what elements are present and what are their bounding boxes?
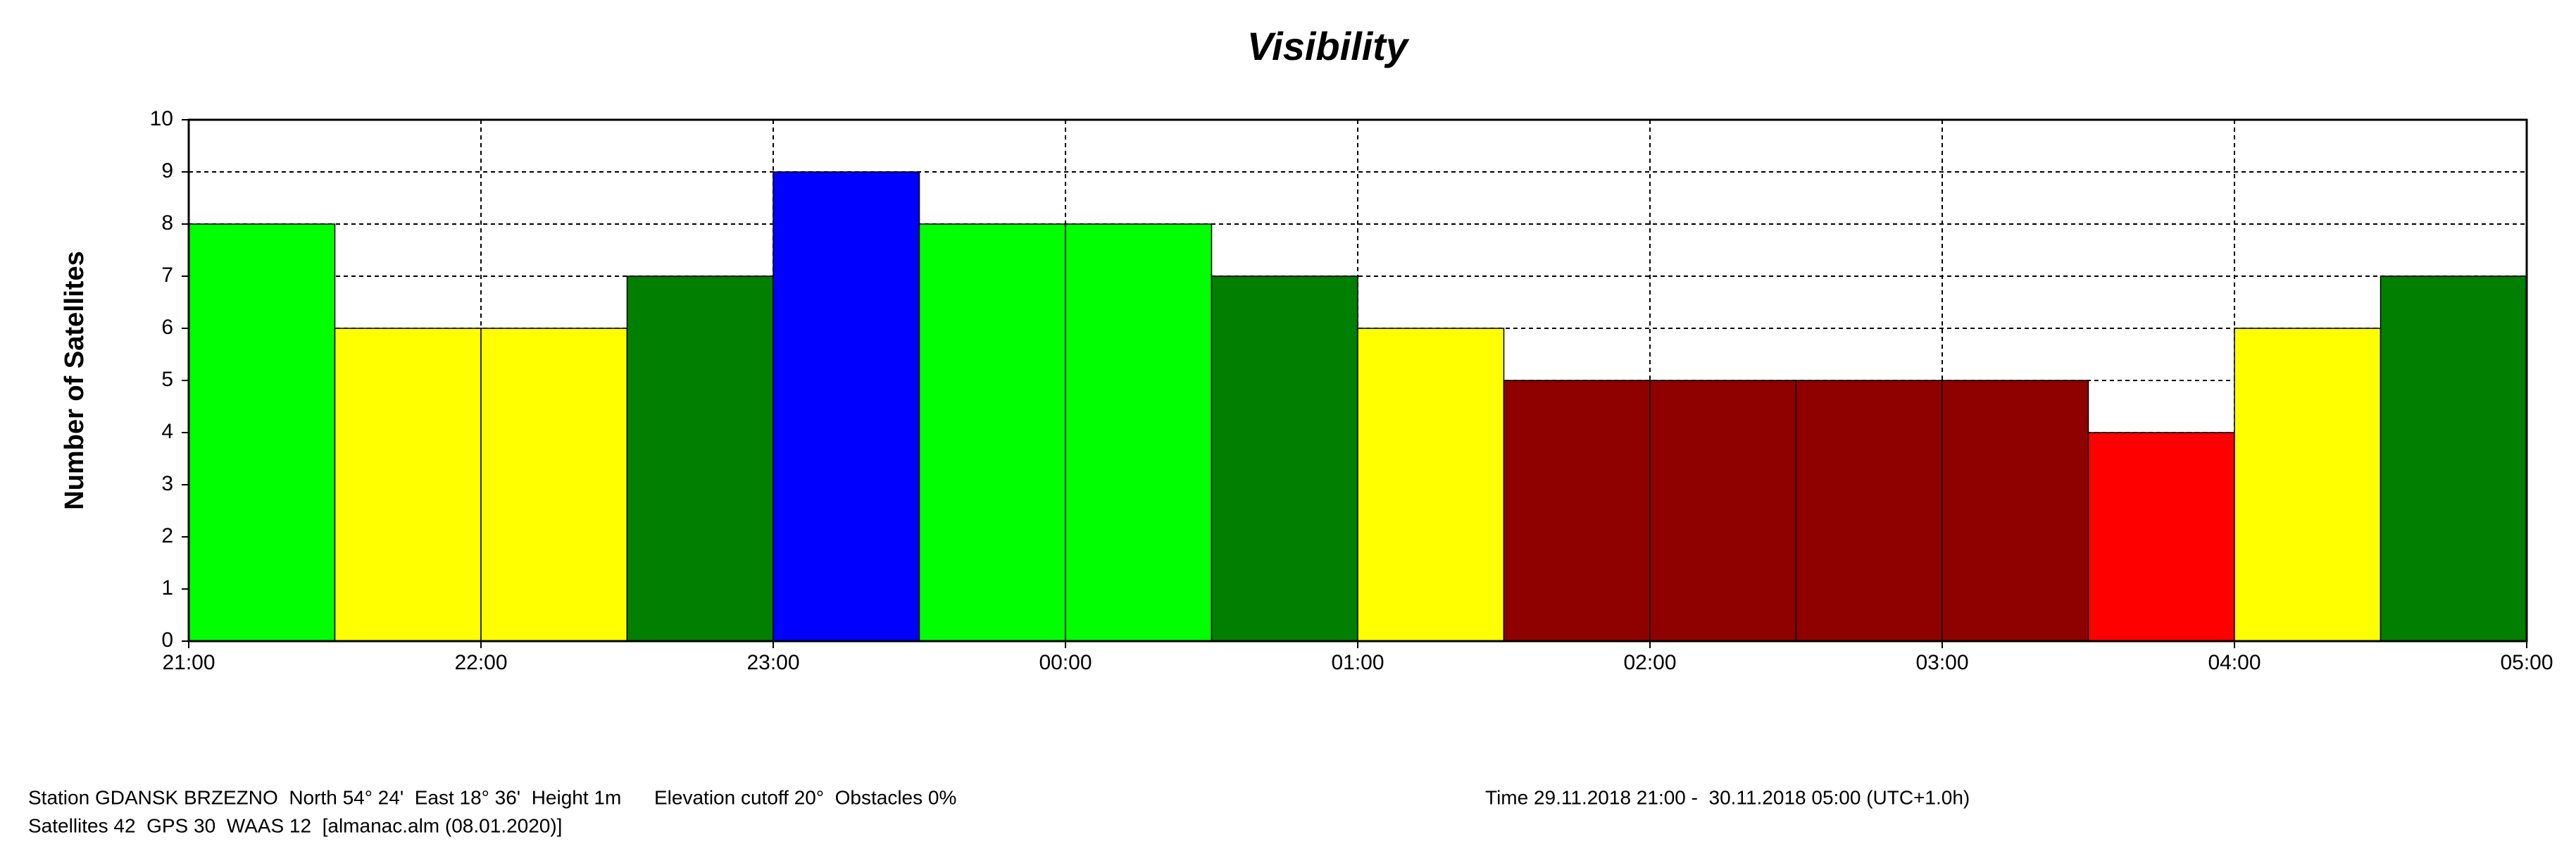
time-info: Time 29.11.2018 21:00 - 30.11.2018 05:00… — [1485, 786, 1970, 808]
bar — [1357, 328, 1505, 642]
bar — [2380, 275, 2527, 642]
bar — [188, 223, 336, 642]
bar — [918, 223, 1066, 642]
bar — [1649, 380, 1797, 642]
x-tick-label: 04:00 — [2208, 651, 2261, 674]
bar — [2087, 432, 2235, 642]
satellite-info: Satellites 42 GPS 30 WAAS 12 [almanac.al… — [28, 814, 562, 836]
y-tick-label: 10 — [150, 107, 173, 130]
bar — [1503, 380, 1651, 642]
bar — [1065, 223, 1213, 642]
y-tick-label: 7 — [161, 264, 173, 287]
y-tick-label: 6 — [161, 316, 173, 339]
bar — [1795, 380, 1943, 642]
bar — [1942, 380, 2089, 642]
bar — [626, 275, 774, 642]
station-info: Station GDANSK BRZEZNO North 54° 24' Eas… — [28, 786, 956, 808]
plot-frame — [187, 118, 2528, 643]
bar — [480, 328, 628, 642]
x-tick-label: 03:00 — [1915, 651, 1968, 674]
bar — [1211, 275, 1358, 642]
y-tick-label: 4 — [161, 420, 173, 443]
x-tick-label: 00:00 — [1039, 651, 1092, 674]
y-tick-label: 2 — [161, 524, 173, 547]
bar — [2234, 328, 2382, 642]
y-tick-label: 1 — [161, 576, 173, 600]
x-tick-label: 05:00 — [2500, 651, 2553, 674]
bar — [334, 328, 482, 642]
y-axis-label: Number of Satellites — [60, 251, 89, 509]
y-tick-label: 5 — [161, 368, 173, 391]
chart-title: Visibility — [1247, 24, 1410, 68]
x-tick-label: 01:00 — [1331, 651, 1384, 674]
x-tick-label: 23:00 — [746, 651, 799, 674]
x-tick-label: 22:00 — [454, 651, 507, 674]
x-tick-label: 02:00 — [1623, 651, 1676, 674]
y-tick-label: 8 — [161, 211, 173, 235]
y-tick-label: 3 — [161, 472, 173, 495]
x-tick-label: 21:00 — [162, 651, 215, 674]
bar — [773, 171, 920, 642]
y-tick-label: 0 — [161, 628, 173, 652]
y-tick-label: 9 — [161, 159, 173, 182]
